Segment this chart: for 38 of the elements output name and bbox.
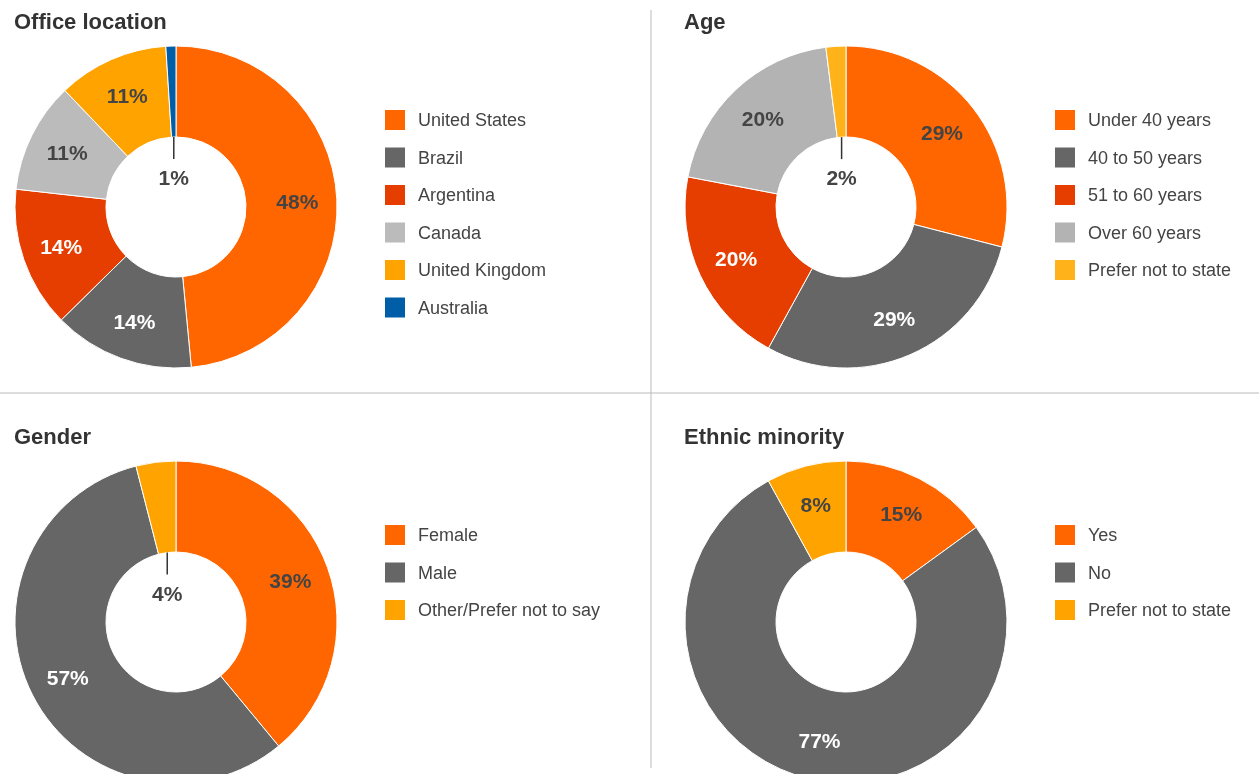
data-label: 29% [873,306,916,330]
data-label: 1% [158,166,190,190]
legend-label: Female [418,525,479,546]
legend-label: United States [418,110,527,131]
legend-label: Argentina [418,185,497,206]
data-label: 4% [152,581,183,605]
data-label: 20% [715,247,758,271]
chart-title: Office location [14,9,167,34]
chart-title: Gender [14,424,92,449]
chart-title: Age [684,9,726,34]
legend-label: 40 to 50 years [1088,147,1203,168]
legend-label: Other/Prefer not to say [418,600,601,621]
data-label: 77% [798,728,841,752]
legend-label: Australia [418,297,490,318]
data-label: 14% [113,309,156,333]
data-label: 15% [880,502,923,526]
legend-label: Over 60 years [1088,222,1202,243]
legend-label: Male [418,562,458,583]
data-label: 8% [800,492,832,516]
legend-label: Yes [1088,525,1118,546]
data-label: 29% [920,120,964,144]
data-label: 14% [40,235,83,259]
data-label: 57% [46,665,90,689]
legend-label: Canada [418,222,483,243]
data-label: 11% [46,141,88,165]
legend-label: Brazil [418,147,464,168]
legend-label: United Kingdom [418,260,547,281]
legend-label: Prefer not to state [1088,260,1232,281]
data-label: 48% [276,189,319,213]
data-label: 39% [269,569,312,593]
data-label: 20% [741,106,785,130]
data-label: 11% [106,84,149,108]
legend-label: Prefer not to state [1088,600,1232,621]
data-label: 2% [826,166,858,190]
legend-label: Under 40 years [1088,110,1212,131]
legend-label: No [1088,562,1112,583]
chart-title: Ethnic minority [684,424,845,449]
legend-label: 51 to 60 years [1088,185,1203,206]
